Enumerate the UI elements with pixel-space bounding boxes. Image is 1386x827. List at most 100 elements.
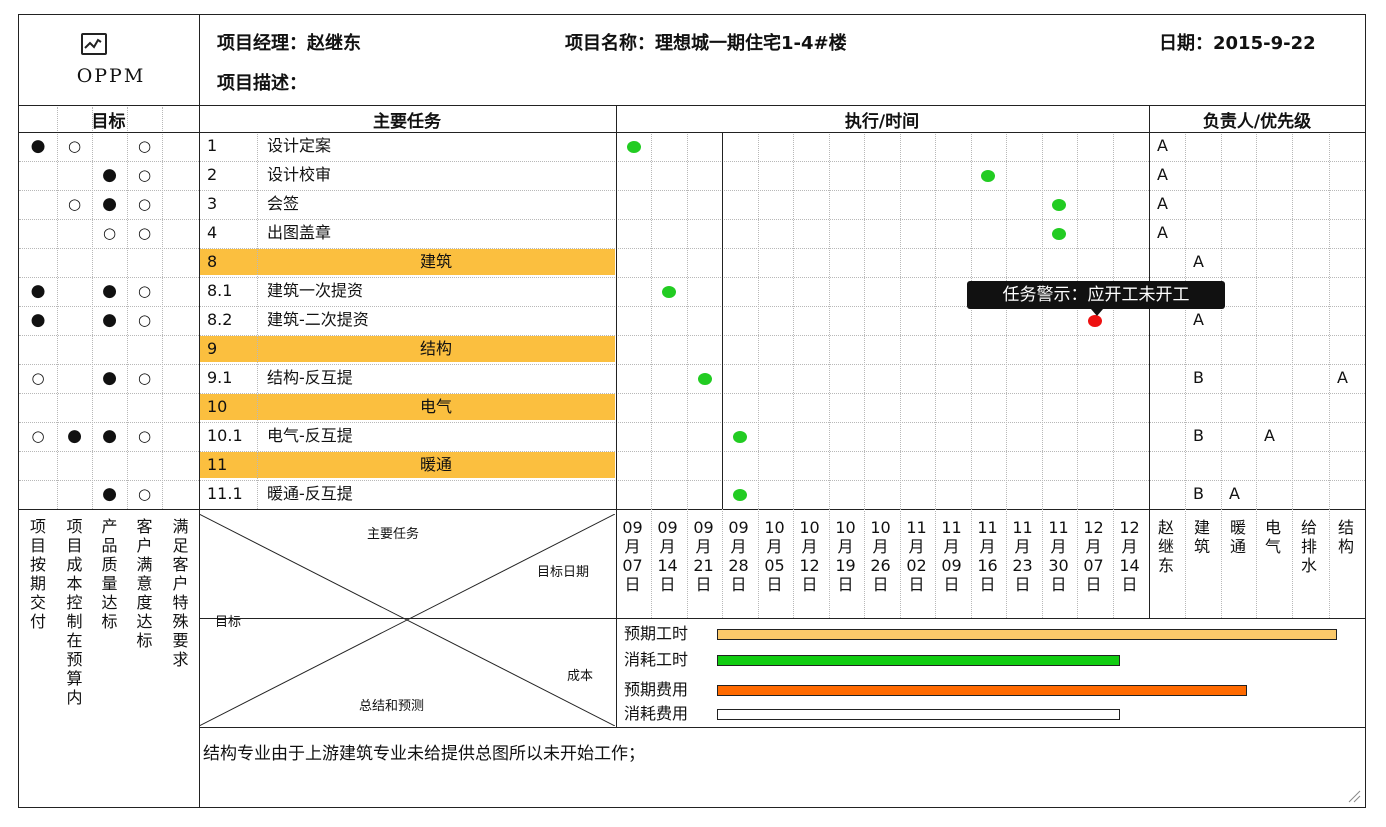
task-number: 3 (207, 194, 218, 213)
grid-line (19, 105, 1365, 106)
task-name[interactable]: 设计定案 (267, 136, 332, 155)
goal-empty-icon: ○ (102, 224, 117, 242)
project-description: 项目描述： (217, 73, 307, 94)
date-col-divider (687, 132, 688, 509)
task-name[interactable]: 会签 (267, 194, 300, 213)
row-divider (19, 451, 1365, 452)
person-label: 结 构 (1337, 518, 1354, 556)
status-green-icon[interactable] (698, 373, 712, 385)
row-divider (19, 422, 1365, 423)
task-group-name: 建筑 (419, 252, 452, 271)
task-number: 8 (207, 252, 218, 271)
owner-col-divider (1185, 509, 1186, 618)
summary-text[interactable]: 结构专业由于上游建筑专业未给提供总图所以未开始工作； (203, 744, 645, 764)
date-label: 10 月 05 日 (764, 518, 785, 594)
status-green-icon[interactable] (1052, 228, 1066, 240)
status-red-icon[interactable] (1088, 315, 1102, 327)
cost-bar (717, 685, 1247, 696)
date-label: 12 月 07 日 (1083, 518, 1104, 594)
cost-label: 消耗费用 (624, 704, 689, 723)
person-label: 建 筑 (1193, 518, 1210, 556)
grid-line (19, 132, 1365, 133)
goal-empty-icon: ○ (137, 427, 152, 445)
task-name[interactable]: 建筑一次提资 (267, 281, 364, 300)
oppm-sheet: OPPM 项目经理：赵继东 项目名称：理想城一期住宅1-4#楼 日期：2015-… (18, 14, 1366, 808)
date-col-divider (864, 509, 865, 618)
grid-line (199, 618, 1365, 619)
tasks-header: 主要任务 (373, 112, 441, 132)
task-name[interactable]: 出图盖章 (267, 223, 332, 242)
resize-handle-icon[interactable] (1347, 789, 1361, 803)
person-label: 给 排 水 (1300, 518, 1317, 575)
task-number: 10 (207, 397, 228, 416)
goal-filled-icon: ● (30, 310, 46, 330)
date-col-divider (829, 132, 830, 509)
owner-col-divider (1221, 509, 1222, 618)
date-col-divider (1113, 132, 1114, 509)
task-name[interactable]: 电气-反互提 (267, 426, 353, 445)
owner-col-divider (1256, 509, 1257, 618)
goal-empty-icon: ○ (137, 224, 152, 242)
owner-priority: A (1157, 165, 1168, 184)
owner-col-divider (1292, 132, 1293, 509)
date-col-divider (793, 132, 794, 509)
task-name[interactable]: 暖通-反互提 (267, 484, 353, 503)
status-green-icon[interactable] (981, 170, 995, 182)
date-col-divider (758, 132, 759, 509)
date-col-divider (971, 509, 972, 618)
date-col-divider (793, 509, 794, 618)
status-green-icon[interactable] (1052, 199, 1066, 211)
date-col-divider (935, 132, 936, 509)
task-number: 1 (207, 136, 218, 155)
task-number: 2 (207, 165, 218, 184)
cost-bar (717, 629, 1337, 640)
task-name[interactable]: 设计校审 (267, 165, 332, 184)
date-col-divider (1042, 509, 1043, 618)
row-divider (19, 190, 1365, 191)
task-group-name: 暖通 (419, 455, 452, 474)
goal-filled-icon: ● (102, 194, 117, 214)
row-divider (19, 480, 1365, 481)
goal-filled-icon: ● (102, 165, 117, 185)
goal-filled-icon: ● (102, 426, 117, 446)
owner-priority: A (1264, 426, 1275, 445)
task-name[interactable]: 建筑-二次提资 (267, 310, 369, 329)
goal-empty-icon: ○ (137, 166, 152, 184)
cost-bar (717, 655, 1120, 666)
row-divider (19, 393, 1365, 394)
goal-col-divider (127, 107, 128, 509)
goal-label: 满足客户特殊要求 (172, 517, 189, 669)
date-label: 10 月 12 日 (799, 518, 820, 594)
task-name[interactable]: 结构-反互提 (267, 368, 353, 387)
goals-header: 目标 (91, 112, 126, 132)
grid-line (199, 727, 1365, 728)
date-label: 11 月 16 日 (977, 518, 998, 594)
owner-priority: B (1193, 484, 1204, 503)
goal-filled-icon: ● (30, 136, 46, 156)
task-number: 8.2 (207, 310, 233, 329)
logo-chart-icon (84, 38, 102, 49)
goal-empty-icon: ○ (67, 137, 82, 155)
owner-col-divider (1292, 509, 1293, 618)
status-green-icon[interactable] (627, 141, 641, 153)
group-band (199, 249, 615, 275)
date-label: 11 月 23 日 (1012, 518, 1033, 594)
goal-empty-icon: ○ (137, 369, 152, 387)
status-green-icon[interactable] (662, 286, 676, 298)
goal-filled-icon: ● (102, 281, 117, 301)
goal-label: 项目成本控制在预算内 (66, 517, 83, 707)
person-label: 赵 继 东 (1157, 518, 1174, 575)
owner-col-divider (1185, 132, 1186, 509)
status-green-icon[interactable] (733, 431, 747, 443)
goal-filled-icon: ● (67, 426, 82, 446)
status-green-icon[interactable] (733, 489, 747, 501)
owner-col-divider (1221, 132, 1222, 509)
owner-priority: B (1193, 368, 1204, 387)
date-label: 10 月 19 日 (835, 518, 856, 594)
owner-priority: A (1157, 223, 1168, 242)
date-col-divider (722, 509, 723, 618)
row-divider (19, 248, 1365, 249)
task-number: 9.1 (207, 368, 233, 387)
goal-filled-icon: ● (102, 310, 117, 330)
date-label: 09 月 14 日 (657, 518, 678, 594)
